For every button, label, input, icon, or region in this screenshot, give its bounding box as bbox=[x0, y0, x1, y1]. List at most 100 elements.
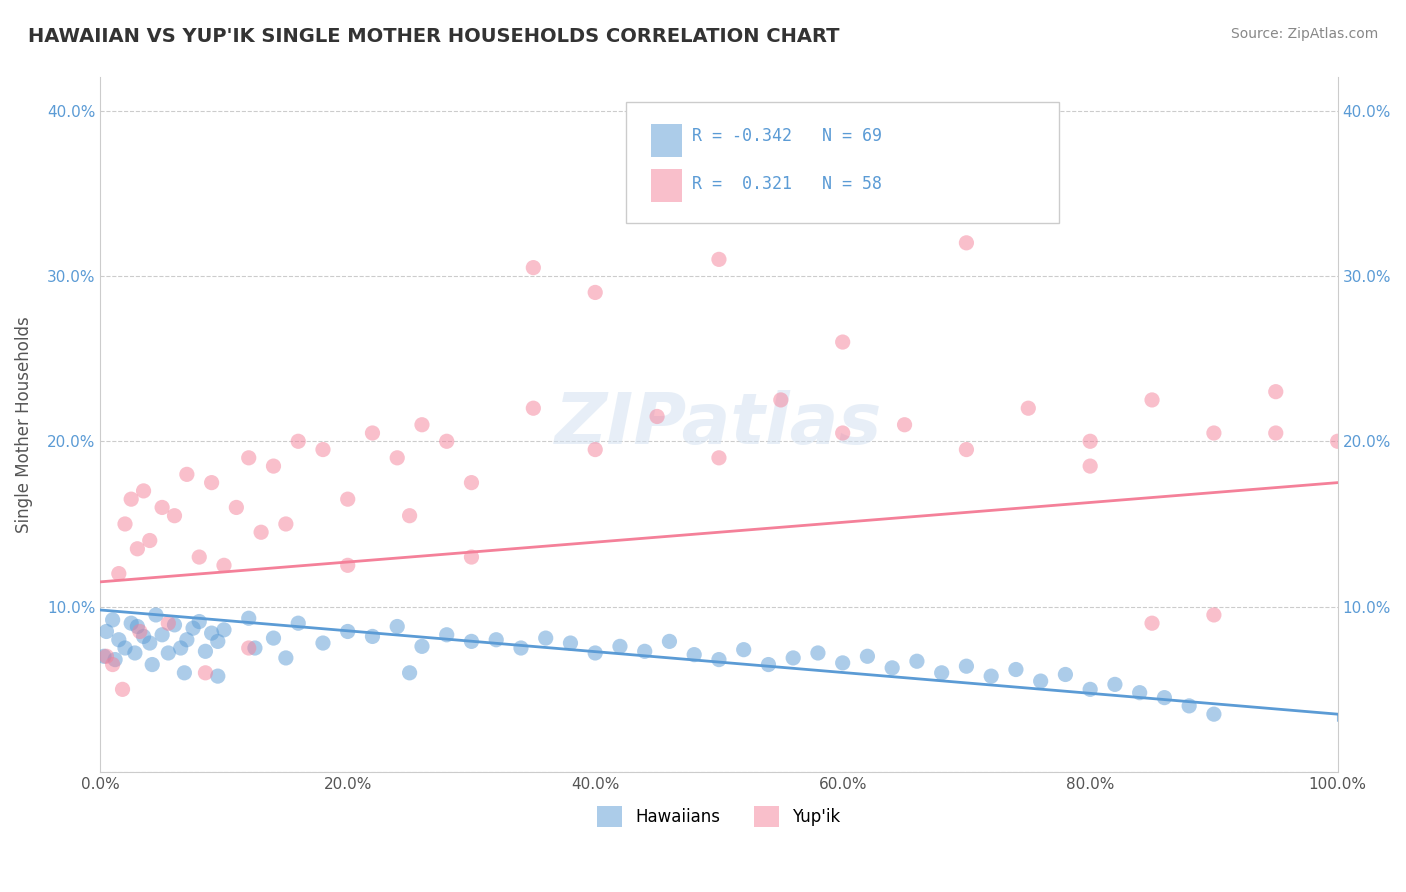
Hawaiians bbox=[534, 631, 557, 645]
Hawaiians bbox=[955, 659, 977, 673]
Hawaiians bbox=[93, 649, 115, 664]
Yup'ik bbox=[108, 566, 131, 581]
Hawaiians bbox=[263, 631, 285, 645]
Yup'ik bbox=[955, 235, 977, 250]
Yup'ik bbox=[127, 541, 149, 556]
Hawaiians bbox=[1104, 677, 1126, 691]
Yup'ik bbox=[312, 442, 335, 457]
Hawaiians bbox=[139, 636, 162, 650]
Hawaiians bbox=[336, 624, 359, 639]
Hawaiians bbox=[758, 657, 780, 672]
Hawaiians bbox=[212, 623, 235, 637]
Hawaiians bbox=[96, 624, 118, 639]
Yup'ik bbox=[176, 467, 198, 482]
Yup'ik bbox=[522, 401, 544, 416]
Bar bbox=[651, 124, 682, 157]
Hawaiians bbox=[398, 665, 420, 680]
Hawaiians bbox=[733, 642, 755, 657]
Yup'ik bbox=[583, 285, 606, 300]
Yup'ik bbox=[436, 434, 458, 449]
Yup'ik bbox=[1078, 434, 1101, 449]
Yup'ik bbox=[157, 616, 180, 631]
Hawaiians bbox=[1202, 707, 1225, 722]
Hawaiians bbox=[108, 632, 131, 647]
Yup'ik bbox=[132, 483, 155, 498]
Text: ZIPatlas: ZIPatlas bbox=[576, 390, 862, 459]
Yup'ik bbox=[238, 450, 260, 465]
Yup'ik bbox=[274, 516, 297, 531]
Yup'ik bbox=[128, 624, 150, 639]
Text: R =  0.321   N = 58: R = 0.321 N = 58 bbox=[692, 175, 882, 193]
Hawaiians bbox=[312, 636, 335, 650]
Y-axis label: Single Mother Households: Single Mother Households bbox=[15, 317, 32, 533]
Hawaiians bbox=[634, 644, 657, 658]
Yup'ik bbox=[769, 392, 792, 407]
Hawaiians bbox=[141, 657, 163, 672]
Hawaiians bbox=[274, 651, 297, 665]
Yup'ik bbox=[1017, 401, 1039, 416]
Hawaiians bbox=[1129, 686, 1152, 700]
Hawaiians bbox=[931, 665, 953, 680]
Yup'ik bbox=[96, 649, 118, 664]
Text: Source: ZipAtlas.com: Source: ZipAtlas.com bbox=[1230, 27, 1378, 41]
Yup'ik bbox=[336, 558, 359, 573]
Hawaiians bbox=[176, 632, 198, 647]
Yup'ik bbox=[460, 549, 482, 564]
Hawaiians bbox=[583, 646, 606, 660]
Hawaiians bbox=[120, 616, 142, 631]
Hawaiians bbox=[114, 640, 136, 655]
Yup'ik bbox=[201, 475, 224, 490]
Hawaiians bbox=[188, 615, 211, 629]
Hawaiians bbox=[101, 613, 124, 627]
Hawaiians bbox=[207, 669, 229, 683]
Hawaiians bbox=[485, 632, 508, 647]
Yup'ik bbox=[411, 417, 433, 432]
Yup'ik bbox=[707, 252, 730, 267]
Yup'ik bbox=[194, 665, 217, 680]
Hawaiians bbox=[150, 628, 173, 642]
Hawaiians bbox=[127, 619, 149, 633]
Hawaiians bbox=[361, 629, 384, 643]
Hawaiians bbox=[460, 634, 482, 648]
Hawaiians bbox=[243, 640, 266, 655]
Hawaiians bbox=[207, 634, 229, 648]
Text: ZIPatlas: ZIPatlas bbox=[555, 390, 883, 459]
Hawaiians bbox=[707, 652, 730, 666]
Yup'ik bbox=[101, 657, 124, 672]
Hawaiians bbox=[194, 644, 217, 658]
Yup'ik bbox=[398, 508, 420, 523]
Yup'ik bbox=[263, 459, 285, 474]
Yup'ik bbox=[460, 475, 482, 490]
Yup'ik bbox=[114, 516, 136, 531]
Hawaiians bbox=[905, 654, 928, 668]
Hawaiians bbox=[238, 611, 260, 625]
Text: HAWAIIAN VS YUP'IK SINGLE MOTHER HOUSEHOLDS CORRELATION CHART: HAWAIIAN VS YUP'IK SINGLE MOTHER HOUSEHO… bbox=[28, 27, 839, 45]
Yup'ik bbox=[212, 558, 235, 573]
Hawaiians bbox=[124, 646, 146, 660]
Hawaiians bbox=[980, 669, 1002, 683]
Hawaiians bbox=[1005, 663, 1028, 677]
Hawaiians bbox=[807, 646, 830, 660]
Yup'ik bbox=[583, 442, 606, 457]
Yup'ik bbox=[1326, 434, 1348, 449]
Hawaiians bbox=[201, 626, 224, 640]
Yup'ik bbox=[1140, 392, 1163, 407]
Hawaiians bbox=[145, 607, 167, 622]
Text: R = -0.342   N = 69: R = -0.342 N = 69 bbox=[692, 128, 882, 145]
Yup'ik bbox=[225, 500, 247, 515]
Yup'ik bbox=[1202, 607, 1225, 622]
Yup'ik bbox=[831, 425, 853, 440]
Hawaiians bbox=[609, 640, 631, 654]
Hawaiians bbox=[560, 636, 582, 650]
Legend: Hawaiians, Yup'ik: Hawaiians, Yup'ik bbox=[591, 799, 848, 833]
Hawaiians bbox=[1029, 674, 1052, 689]
Yup'ik bbox=[287, 434, 309, 449]
Hawaiians bbox=[436, 628, 458, 642]
Yup'ik bbox=[150, 500, 173, 515]
Yup'ik bbox=[120, 492, 142, 507]
Yup'ik bbox=[238, 640, 260, 655]
Yup'ik bbox=[163, 508, 186, 523]
Hawaiians bbox=[510, 640, 533, 655]
Hawaiians bbox=[104, 652, 127, 666]
Hawaiians bbox=[157, 646, 180, 660]
